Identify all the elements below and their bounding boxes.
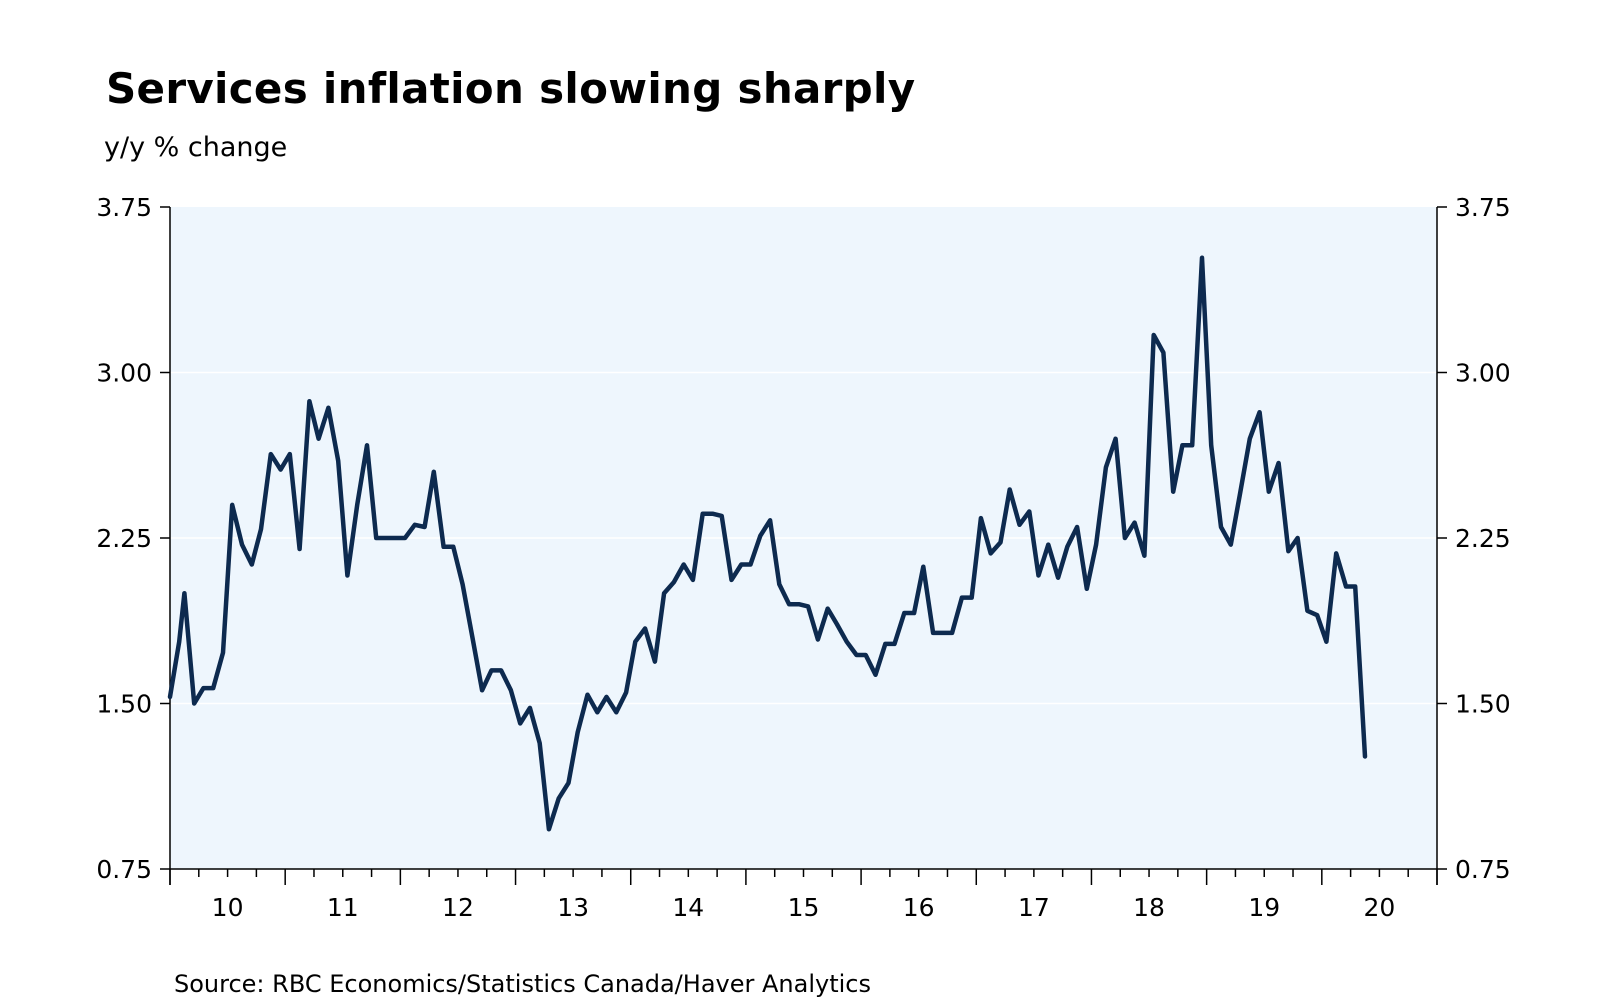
x-tick-label: 11 xyxy=(327,893,359,922)
x-tick-label: 18 xyxy=(1133,893,1165,922)
x-tick-label: 10 xyxy=(212,893,244,922)
y-tick-label-right: 3.75 xyxy=(1455,193,1511,222)
y-tick-label-left: 1.50 xyxy=(96,690,152,719)
series-line xyxy=(167,255,1368,832)
y-tick-label-left: 0.75 xyxy=(96,855,152,884)
x-tick-label: 16 xyxy=(903,893,935,922)
chart-title: Services inflation slowing sharply xyxy=(106,64,916,113)
x-tick-label: 15 xyxy=(788,893,820,922)
x-tick-label: 14 xyxy=(672,893,704,922)
y-tick-label-left: 2.25 xyxy=(96,524,152,553)
source-note: Source: RBC Economics/Statistics Canada/… xyxy=(174,970,871,998)
y-tick-label-right: 1.50 xyxy=(1455,690,1511,719)
y-tick-label-left: 3.00 xyxy=(96,359,152,388)
y-tick-label-right: 3.00 xyxy=(1455,359,1511,388)
x-tick-label: 13 xyxy=(557,893,589,922)
y-axis-unit-label: y/y % change xyxy=(104,132,288,163)
x-tick-label: 19 xyxy=(1248,893,1280,922)
axes: 0.75 0.75 1.50 1.50 2.25 2.25 3.00 3.00 3.75 3.75… xyxy=(96,193,1510,922)
series-group xyxy=(167,255,1368,832)
y-tick-label-right: 2.25 xyxy=(1455,524,1511,553)
x-tick-label: 20 xyxy=(1364,893,1396,922)
y-tick-label-right: 0.75 xyxy=(1455,855,1511,884)
x-tick-label: 12 xyxy=(442,893,474,922)
x-tick-label: 17 xyxy=(1018,893,1050,922)
y-tick-label-left: 3.75 xyxy=(96,193,152,222)
